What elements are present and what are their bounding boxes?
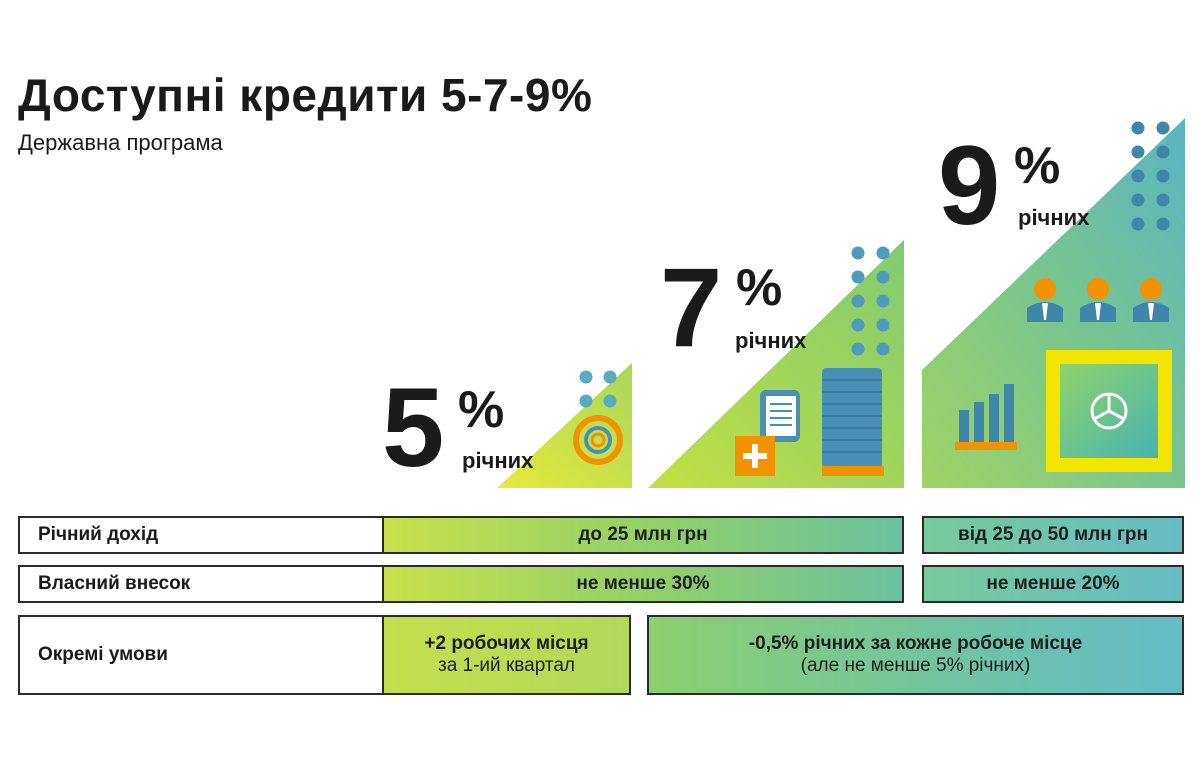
tier-5-shape xyxy=(497,363,632,488)
dots-decoration-7 xyxy=(851,246,890,356)
page-title: Доступні кредити 5-7-9% xyxy=(18,69,593,121)
rate-9-number: 9 xyxy=(938,123,1001,248)
target-icon xyxy=(573,415,623,465)
rate-5-per-year: річних xyxy=(462,448,534,473)
rate-5-number: 5 xyxy=(382,365,445,490)
row-label-annual-income: Річний дохід xyxy=(18,516,384,554)
cell-income-large: від 25 до 50 млн грн xyxy=(922,516,1184,554)
rate-9-percent: % xyxy=(1014,137,1061,195)
row-label-own-contribution: Власний внесок xyxy=(18,565,384,603)
rate-7-percent: % xyxy=(736,259,783,317)
row-label-text: Окремі умови xyxy=(38,644,168,665)
cell-contribution-small: не менше 30% xyxy=(382,565,904,603)
cell-income-small: до 25 млн грн xyxy=(382,516,904,554)
cell-text: від 25 до 50 млн грн xyxy=(958,524,1148,545)
page-subtitle: Державна програма xyxy=(18,130,223,155)
people-icon xyxy=(1027,278,1169,322)
row-label-special-conditions: Окремі умови xyxy=(18,615,384,695)
rate-9-per-year: річних xyxy=(1018,205,1090,230)
tiers-illustration xyxy=(497,118,1185,488)
safe-icon xyxy=(1046,350,1172,472)
bar-chart-icon xyxy=(955,384,1017,450)
cell-text-line2: за 1-ий квартал xyxy=(437,655,575,676)
cell-text: не менше 20% xyxy=(986,573,1120,594)
rate-7-number: 7 xyxy=(660,245,723,370)
dots-decoration-5 xyxy=(579,370,617,408)
cell-text: не менше 30% xyxy=(576,573,710,594)
cell-text: до 25 млн грн xyxy=(578,524,708,545)
plus-icon xyxy=(735,436,775,476)
rate-7-per-year: річних xyxy=(735,328,807,353)
row-label-text: Річний дохід xyxy=(38,524,159,545)
cell-text-line1: +2 робочих місця xyxy=(424,633,589,654)
cell-text-line2: (але не менше 5% річних) xyxy=(800,655,1031,676)
document-icon xyxy=(760,390,800,442)
cell-conditions-discount: -0,5% річних за кожне робоче місце (але … xyxy=(647,615,1184,695)
cell-contribution-large: не менше 20% xyxy=(922,565,1184,603)
cell-text-line1: -0,5% річних за кожне робоче місце xyxy=(748,633,1083,654)
cell-conditions-jobs: +2 робочих місця за 1-ий квартал xyxy=(382,615,631,695)
tier-7-shape xyxy=(648,240,904,488)
coin-stack-icon xyxy=(822,368,884,476)
rate-5-percent: % xyxy=(458,381,505,439)
tier-9-shape xyxy=(922,118,1185,488)
dots-decoration-9 xyxy=(1131,121,1170,231)
row-label-text: Власний внесок xyxy=(38,573,191,594)
